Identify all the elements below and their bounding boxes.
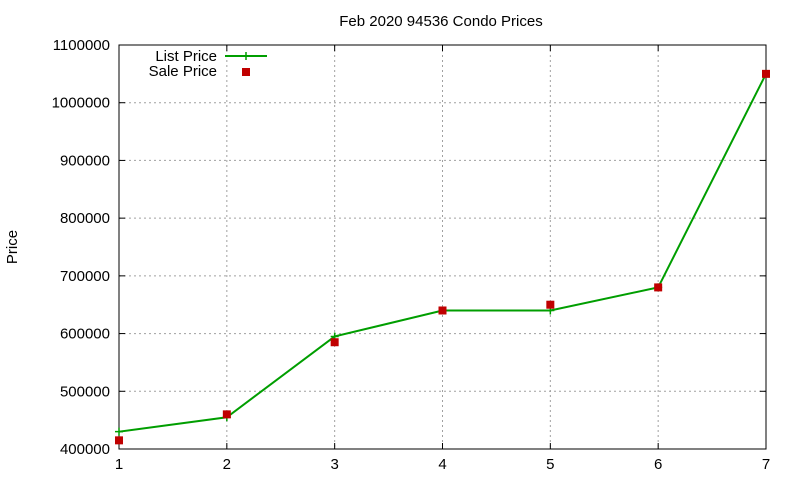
legend-marker-list-price: [242, 52, 250, 60]
y-tick-label: 800000: [60, 210, 110, 227]
y-tick-label: 700000: [60, 268, 110, 285]
y-tick-label: 1100000: [53, 37, 110, 54]
series-layer: [115, 69, 770, 445]
x-tick-label: 5: [546, 456, 554, 473]
legend-marker-sale-price: [242, 68, 250, 76]
y-tick-label: 500000: [60, 383, 110, 400]
y-axis-label: Price: [4, 230, 21, 264]
sale-price-point: [330, 338, 339, 347]
sale-price-point: [115, 436, 123, 445]
sale-price-point: [762, 69, 770, 78]
x-tick-label: 4: [438, 456, 446, 473]
x-tick-label: 2: [223, 456, 231, 473]
list-price-point: [115, 427, 123, 436]
legend: List Price Sale Price: [149, 48, 267, 80]
y-tick-label: 1000000: [52, 95, 110, 112]
sale-price-point: [654, 283, 663, 292]
axis-ticks: 400000 500000 600000 700000 800000 900000 1000…: [52, 37, 771, 473]
sale-price-point: [222, 410, 231, 419]
sale-price-point: [438, 306, 447, 315]
legend-label-sale-price: Sale Price: [149, 63, 217, 80]
y-tick-label: 900000: [60, 152, 110, 169]
sale-price-point: [546, 300, 555, 309]
grid-lines: [119, 45, 766, 449]
chart-title: Feb 2020 94536 Condo Prices: [339, 13, 542, 30]
legend-label-list-price: List Price: [155, 48, 217, 65]
list-price-line: [118, 73, 767, 433]
x-tick-label: 7: [762, 456, 770, 473]
x-tick-label: 6: [654, 456, 662, 473]
x-tick-label: 1: [115, 456, 123, 473]
y-tick-label: 600000: [60, 326, 110, 343]
x-tick-label: 3: [330, 456, 338, 473]
y-tick-label: 400000: [60, 441, 110, 458]
